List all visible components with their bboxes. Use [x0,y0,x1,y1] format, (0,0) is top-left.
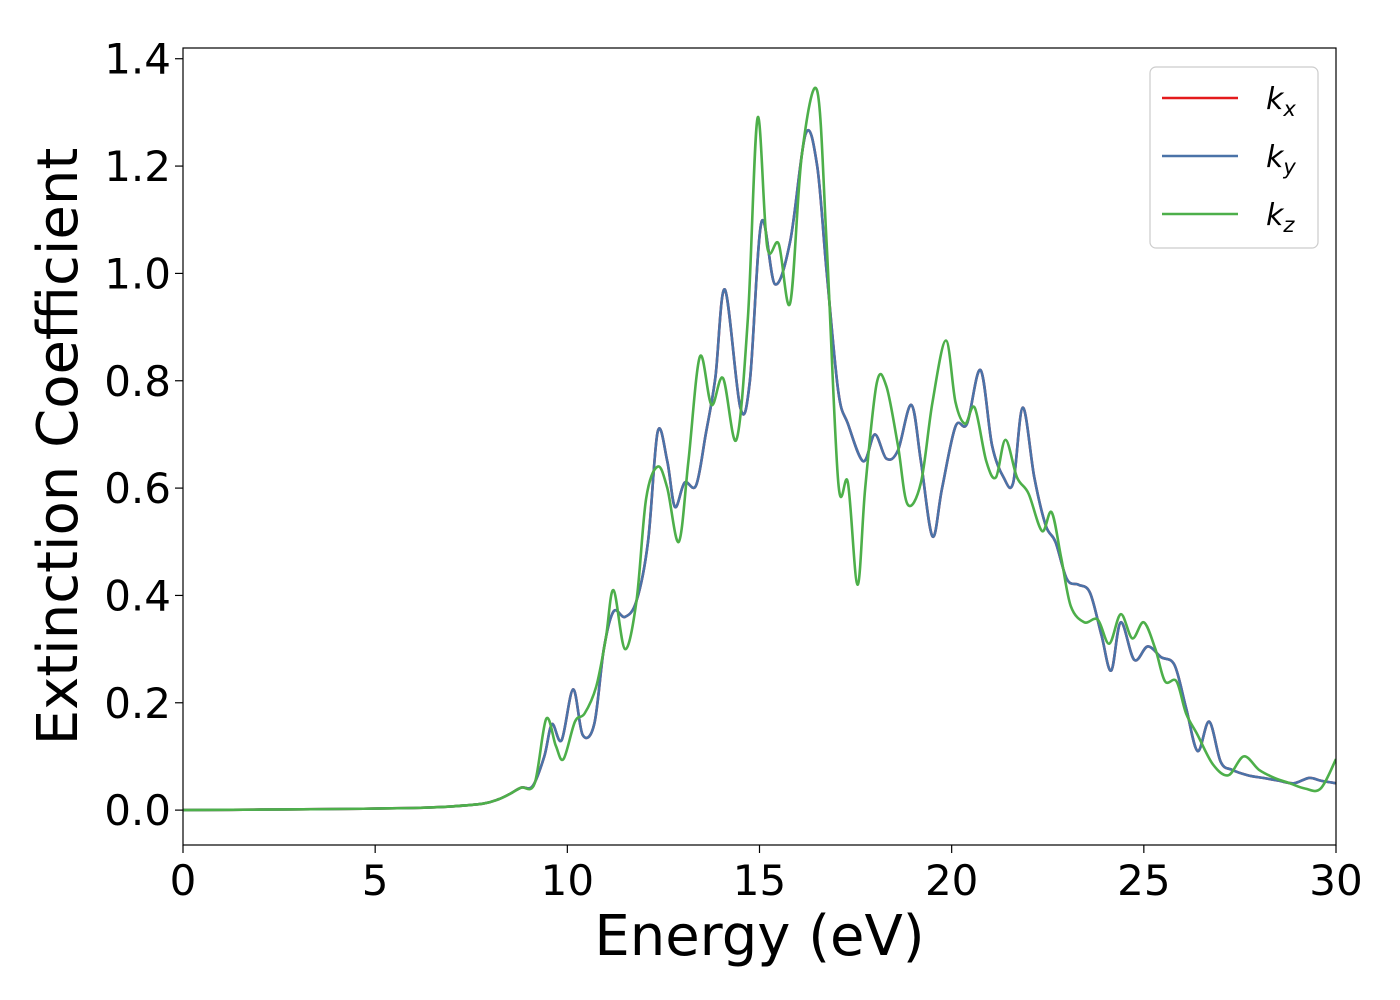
legend-entry-subscript: y [1282,155,1296,179]
x-tick-label: 30 [1309,856,1362,905]
x-axis: 0 5 10 15 20 25 30 [170,845,1363,905]
y-tick-label: 1.4 [104,35,171,84]
y-tick-label: 1.0 [104,249,171,298]
y-axis: 0.0 0.2 0.4 0.6 0.8 1.0 1.2 1.4 [104,35,183,835]
x-axis-title: Energy (eV) [594,904,924,969]
legend-entry-label: kz [1266,198,1295,237]
y-tick-label: 0.2 [104,679,171,728]
x-tick-label: 20 [925,856,978,905]
x-tick-label: 10 [541,856,594,905]
series-layer [183,86,1336,812]
x-tick-label: 5 [362,856,389,905]
series-line-k-z [183,86,1336,812]
series-line-k-y [183,129,1336,812]
legend-entry-name: k [1266,198,1285,233]
legend-entry-name: k [1266,82,1285,117]
legend-box [1149,66,1319,249]
y-axis-title: Extinction Coefficient [26,148,91,746]
x-tick-label: 25 [1117,856,1170,905]
legend-entry-label: kx [1266,82,1296,121]
legend-entry-label: ky [1266,140,1296,179]
x-tick-label: 0 [170,856,197,905]
y-tick-label: 0.6 [104,464,171,513]
x-tick-label: 15 [733,856,786,905]
y-tick-label: 0.8 [104,357,171,406]
legend-entry-subscript: x [1282,97,1296,121]
y-tick-label: 0.4 [104,571,171,620]
y-tick-label: 1.2 [104,142,171,191]
y-tick-label: 0.0 [104,786,171,835]
legend-entry-subscript: z [1282,213,1295,237]
legend-entry-name: k [1266,140,1285,175]
